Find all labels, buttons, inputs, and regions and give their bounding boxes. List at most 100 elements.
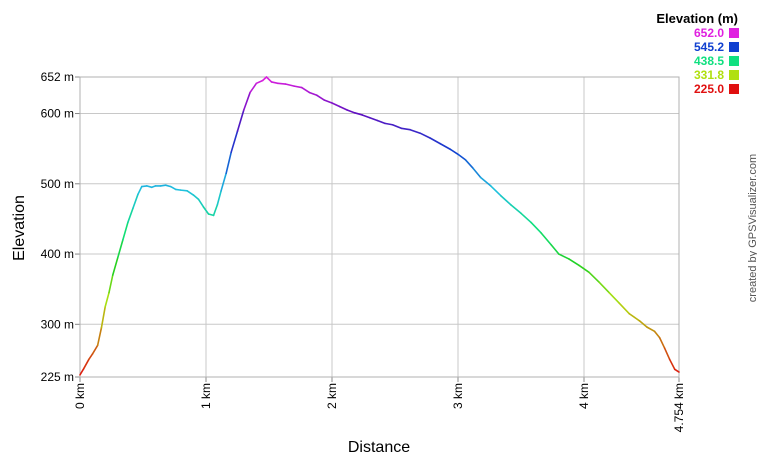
elevation-segment [212, 204, 219, 217]
elevation-segment [220, 172, 227, 192]
elevation-segment [429, 137, 442, 145]
elevation-segment [207, 213, 215, 217]
x-tick-label: 1 km [199, 383, 213, 409]
elevation-segment [338, 105, 348, 111]
elevation-segment [284, 83, 295, 87]
elevation-segment [108, 274, 114, 294]
x-axis-tick-labels: 0 km 1 km 2 km 3 km 4 km 4.754 km [73, 383, 686, 432]
elevation-segment [628, 312, 641, 322]
elevation-segment [104, 291, 110, 308]
elevation-segment [464, 159, 474, 170]
elevation-segment [88, 353, 94, 361]
legend-swatch [729, 28, 739, 38]
elevation-segment [140, 185, 148, 188]
elevation-segment [293, 85, 303, 89]
elevation-segment [96, 327, 103, 347]
elevation-segment [663, 347, 671, 361]
elevation-segment [91, 344, 99, 355]
elevation-segment [79, 367, 85, 376]
elevation-segment [578, 264, 590, 274]
elevation-segment [197, 198, 205, 208]
elevation-segment [308, 91, 318, 97]
elevation-segment [179, 189, 188, 192]
elevation-segment [384, 122, 394, 126]
elevation-segment [500, 194, 512, 206]
elevation-segment [391, 123, 403, 130]
x-tick-label: 4.754 km [672, 383, 686, 432]
elevation-segment [216, 190, 222, 206]
x-tick-label: 0 km [73, 383, 87, 409]
legend-swatch [729, 42, 739, 52]
grid-lines [75, 76, 680, 382]
elevation-segment [510, 204, 522, 215]
legend-swatch [729, 56, 739, 66]
elevation-segment [164, 184, 172, 188]
elevation-segment [368, 116, 379, 122]
elevation-segment [646, 326, 656, 333]
elevation-segment [82, 358, 90, 370]
elevation-profile-series [79, 76, 680, 376]
elevation-segment [550, 244, 560, 255]
x-tick-label: 2 km [325, 383, 339, 409]
elevation-segment [116, 239, 124, 259]
elevation-segment [316, 94, 326, 101]
y-axis-title: Elevation [11, 195, 28, 261]
elevation-segment [127, 207, 134, 224]
y-axis-tick-labels: 225 m 300 m 400 m 500 m 600 m 652 m [41, 70, 74, 384]
elevation-segment [568, 258, 580, 267]
elevation-segment [353, 112, 364, 116]
legend-title: Elevation (m) [656, 11, 738, 26]
elevation-segment [557, 253, 570, 260]
elevation-segment [132, 193, 139, 210]
elevation-segment [236, 109, 245, 132]
elevation-segment [439, 142, 452, 151]
x-axis-title: Distance [348, 439, 410, 455]
elevation-segment [668, 358, 676, 371]
y-tick-label: 300 m [41, 317, 74, 331]
legend-value: 331.8 [694, 68, 724, 82]
elevation-segment [598, 281, 610, 294]
credit-text: created by GPSVisualizer.com [747, 154, 757, 302]
elevation-segment [300, 86, 311, 94]
x-tick-label: 3 km [451, 383, 465, 409]
elevation-segment [409, 128, 421, 135]
elevation-segment [376, 119, 386, 125]
elevation-segment [174, 188, 182, 191]
elevation-segment [638, 319, 648, 328]
elevation-segment [277, 82, 287, 85]
elevation-segment [400, 127, 411, 131]
y-tick-label: 400 m [41, 247, 74, 261]
elevation-segment [159, 184, 167, 187]
y-tick-label: 225 m [41, 370, 74, 384]
y-tick-label: 652 m [41, 70, 74, 84]
elevation-segment [530, 221, 542, 234]
elevation-segment [242, 91, 251, 111]
legend-swatch [729, 84, 739, 94]
elevation-segment [249, 82, 258, 94]
elevation-segment [202, 206, 210, 215]
elevation-segment [230, 130, 239, 153]
elevation-segment [323, 99, 333, 104]
elevation-segment [472, 167, 482, 179]
elevation-segment [169, 185, 177, 191]
elevation-segment [261, 76, 268, 82]
elevation-segment [137, 185, 143, 196]
elevation-segment [608, 291, 621, 305]
legend-value: 545.2 [694, 40, 724, 54]
y-tick-label: 600 m [41, 107, 74, 121]
legend-value: 652.0 [694, 26, 724, 40]
plot-area [79, 76, 680, 378]
y-tick-label: 500 m [41, 177, 74, 191]
elevation-segment [489, 185, 502, 197]
elevation-segment [270, 81, 279, 85]
elevation-segment [361, 114, 371, 119]
elevation-segment [479, 176, 492, 187]
elevation-segment [449, 148, 459, 156]
elevation-segment [588, 271, 600, 283]
legend-value: 225.0 [694, 82, 724, 96]
elevation-segment [265, 76, 273, 83]
elevation-segment [520, 212, 532, 224]
elevation-segment [145, 185, 153, 189]
